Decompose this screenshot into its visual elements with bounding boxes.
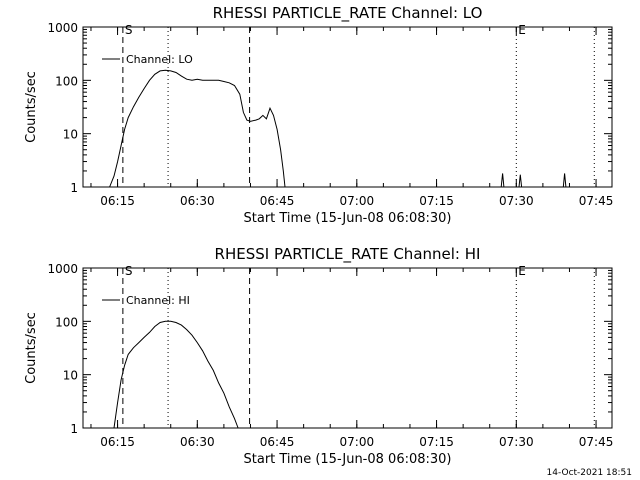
y-axis-label: Counts/sec [24, 312, 39, 384]
marker-label-e: E [518, 264, 526, 278]
x-axis-label: Start Time (15-Jun-08 06:08:30) [244, 211, 452, 226]
footer-timestamp: 14-Oct-2021 18:51 [547, 468, 632, 478]
x-tick-label: 06:30 [180, 435, 215, 449]
legend-label: Channel: LO [126, 53, 193, 66]
chart-panel-lo: RHESSI PARTICLE_RATE Channel: LO Start Ti… [24, 4, 613, 226]
chart-title: RHESSI PARTICLE_RATE Channel: LO [213, 4, 483, 23]
marker-label-s: S [125, 23, 133, 37]
y-tick-label: 1 [70, 422, 78, 436]
plot-frame [82, 267, 613, 429]
x-tick-label: 07:30 [499, 194, 534, 208]
y-tick-label: 1000 [47, 262, 78, 276]
x-tick-label: 06:15 [100, 194, 135, 208]
x-axis-label: Start Time (15-Jun-08 06:08:30) [244, 452, 452, 467]
panels: RHESSI PARTICLE_RATE Channel: LO Start Ti… [24, 4, 613, 467]
x-tick-label: 07:00 [340, 194, 375, 208]
y-tick-label: 10 [63, 128, 78, 142]
y-tick-label: 1 [70, 181, 78, 195]
y-tick-label: 1000 [47, 21, 78, 35]
legend-label: Channel: HI [126, 294, 190, 307]
marker-label-s: S [125, 264, 133, 278]
x-tick-label: 07:15 [419, 194, 454, 208]
series-line-lo [109, 69, 567, 188]
series-line-hi [113, 320, 239, 429]
plot-frame [82, 26, 613, 188]
x-tick-label: 06:15 [100, 435, 135, 449]
x-tick-label: 07:00 [340, 435, 375, 449]
y-tick-label: 100 [55, 315, 78, 329]
y-tick-label: 10 [63, 369, 78, 383]
x-tick-label: 07:45 [579, 194, 614, 208]
x-tick-label: 07:15 [419, 435, 454, 449]
x-tick-label: 06:45 [260, 435, 295, 449]
marker-label-e: E [518, 23, 526, 37]
x-tick-label: 07:45 [579, 435, 614, 449]
x-tick-label: 06:45 [260, 194, 295, 208]
y-axis-label: Counts/sec [24, 71, 39, 143]
y-tick-label: 100 [55, 74, 78, 88]
chart-panel-hi: RHESSI PARTICLE_RATE Channel: HI Start Ti… [24, 245, 613, 467]
x-tick-label: 06:30 [180, 194, 215, 208]
chart-title: RHESSI PARTICLE_RATE Channel: HI [215, 245, 481, 264]
x-tick-label: 07:30 [499, 435, 534, 449]
